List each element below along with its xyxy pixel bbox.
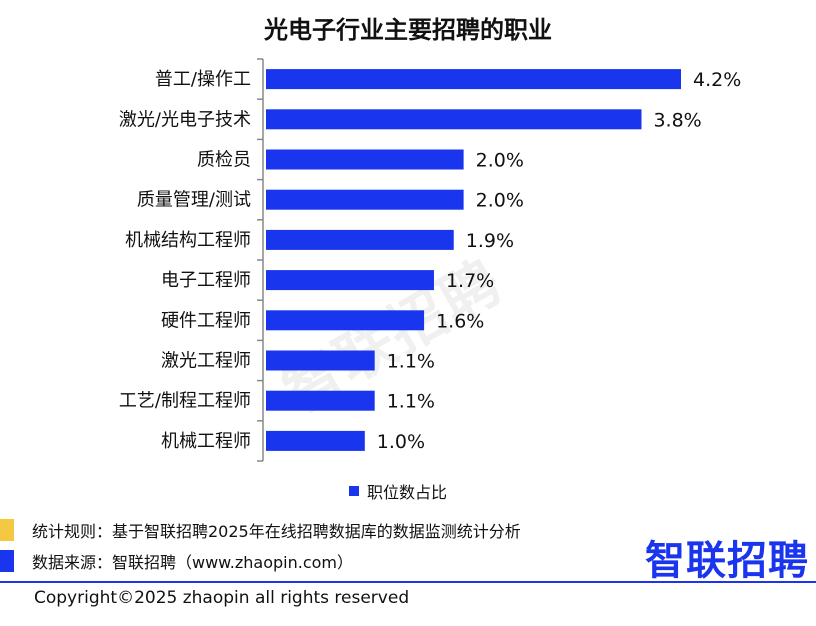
- bar: [266, 430, 365, 451]
- category-label: 机械结构工程师: [125, 230, 251, 251]
- bar: [266, 270, 434, 291]
- category-label: 激光工程师: [161, 351, 251, 372]
- category-label: 电子工程师: [161, 270, 251, 291]
- data-label: 3.8%: [653, 109, 701, 131]
- bar: [266, 189, 464, 210]
- data-label: 1.1%: [387, 351, 435, 373]
- legend-label: 职位数占比: [367, 483, 448, 502]
- footer-divider: [0, 581, 816, 583]
- bar: [266, 390, 375, 411]
- bar: [266, 310, 425, 331]
- data-label: 1.7%: [446, 270, 494, 292]
- source-note-text: 数据来源：智联招聘（www.zhaopin.com）: [32, 553, 354, 572]
- data-label: 1.6%: [436, 310, 484, 332]
- bar: [266, 229, 454, 250]
- category-label: 激光/光电子技术: [119, 109, 251, 130]
- data-label: 1.9%: [466, 230, 514, 252]
- category-label: 质检员: [197, 150, 251, 171]
- blue-marker: [0, 550, 14, 572]
- data-label: 1.0%: [377, 431, 425, 453]
- data-label: 1.1%: [387, 391, 435, 413]
- source-note: 数据来源：智联招聘（www.zhaopin.com）: [0, 549, 353, 573]
- data-label: 4.2%: [693, 69, 741, 91]
- yellow-marker: [0, 519, 14, 541]
- data-label: 2.0%: [476, 190, 524, 212]
- category-label: 质量管理/测试: [137, 190, 251, 211]
- bar: [266, 109, 642, 130]
- category-label: 机械工程师: [161, 431, 251, 452]
- legend: 职位数占比: [349, 479, 447, 503]
- bar-chart: 普工/操作工 4.2% 激光/光电子技术 3.8% 质检员 2.0% 质量管理/测试 2.0%…: [119, 58, 741, 462]
- bar: [266, 149, 464, 170]
- data-label: 2.0%: [476, 150, 524, 172]
- bar: [266, 350, 375, 371]
- category-label: 硬件工程师: [161, 310, 251, 331]
- chart-title: 光电子行业主要招聘的职业: [264, 16, 552, 44]
- zhaopin-logo: 智联招聘: [645, 538, 809, 584]
- copyright-text: Copyright©2025 zhaopin all rights reserv…: [34, 588, 410, 608]
- rule-note-text: 统计规则：基于智联招聘2025年在线招聘数据库的数据监测统计分析: [32, 522, 521, 541]
- category-label: 普工/操作工: [155, 69, 251, 90]
- legend-swatch: [349, 486, 359, 496]
- category-label: 工艺/制程工程师: [119, 391, 251, 412]
- bar: [266, 69, 681, 90]
- rule-note: 统计规则：基于智联招聘2025年在线招聘数据库的数据监测统计分析: [0, 518, 521, 542]
